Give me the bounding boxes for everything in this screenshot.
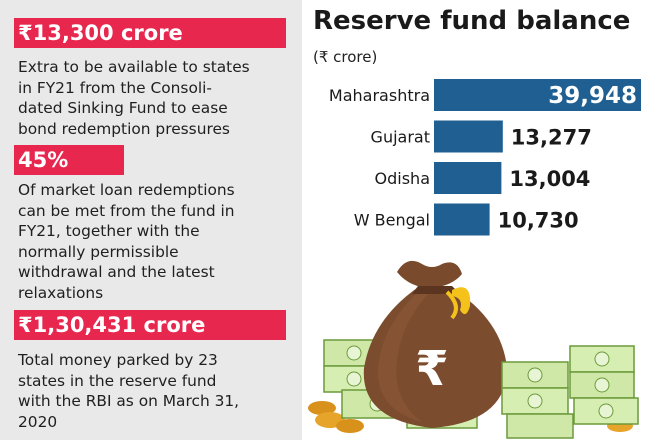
stat-description-line: Total money parked by 23 xyxy=(18,351,218,369)
rupee-symbol: ₹ xyxy=(415,341,448,397)
stat-description-line: can be met from the fund in xyxy=(18,201,235,220)
stat-description-line: relaxations xyxy=(18,283,104,302)
category-label: Maharashtra xyxy=(329,86,430,105)
cash-stack-right-icon xyxy=(501,345,639,439)
money-bag-icon: ₹ xyxy=(363,260,507,428)
stat-description-line: withdrawal and the latest xyxy=(18,263,215,281)
stat-description-line: in FY21 from the Consoli- xyxy=(18,78,212,97)
stat-value-extra-funds: ₹13,300 crore xyxy=(14,18,286,48)
stat-description-extra-funds: Extra to be available to states in FY21 f… xyxy=(18,57,300,139)
bar-w-bengal xyxy=(434,203,490,236)
stat-description-line: FY21, together with the xyxy=(18,222,200,240)
value-label: 10,730 xyxy=(498,209,579,233)
stat-value-total-parked: ₹1,30,431 crore xyxy=(14,310,286,340)
stat-description-line: 2020 xyxy=(18,412,58,431)
stat-description-line: with the RBI as on March 31, xyxy=(18,392,240,410)
stat-value-redemption-share: 45% xyxy=(14,145,124,175)
chart-title: Reserve fund balance xyxy=(313,6,631,36)
money-bag-rupee-icon: ₹ xyxy=(308,260,639,439)
category-label: W Bengal xyxy=(354,211,430,230)
stat-description-line: normally permissible xyxy=(18,242,179,261)
value-label: 39,948 xyxy=(548,83,637,109)
value-label: 13,277 xyxy=(511,126,592,150)
bar-maharashtra xyxy=(434,79,641,111)
stat-description-line: states in the reserve fund xyxy=(18,371,217,390)
category-label: Odisha xyxy=(375,169,430,188)
category-label: Gujarat xyxy=(371,128,430,147)
facts-panel: ₹13,300 crore Extra to be available to s… xyxy=(0,0,302,440)
bar-gujarat xyxy=(434,120,503,153)
chart-unit-label: (₹ crore) xyxy=(313,48,378,66)
stat-description-total-parked: Total money parked by 23 states in the re… xyxy=(18,350,300,432)
stat-description-line: Extra to be available to states xyxy=(18,58,250,76)
stat-description-line: dated Sinking Fund to ease xyxy=(18,99,228,117)
bar-odisha xyxy=(434,162,502,194)
value-label: 13,004 xyxy=(509,167,590,191)
stat-description-line: bond redemption pressures xyxy=(18,119,230,138)
stat-description-line: Of market loan redemptions xyxy=(18,181,235,199)
stat-description-redemption-share: Of market loan redemptions can be met fro… xyxy=(18,180,300,303)
bar-chart: Maharashtra 39,948 Gujarat 13,277 Odisha 13,0… xyxy=(329,79,641,236)
